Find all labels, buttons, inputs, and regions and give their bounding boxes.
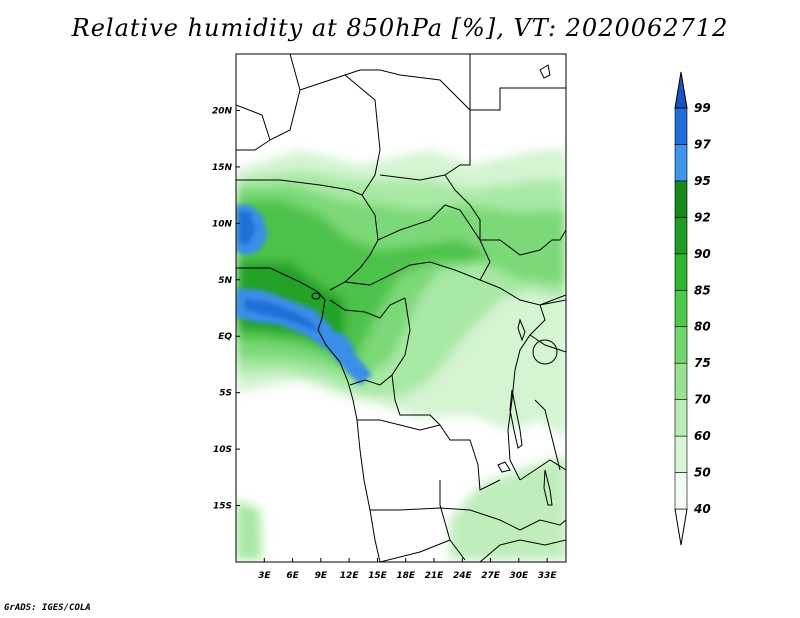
lon-tick-label: 18E — [396, 571, 416, 581]
colorbar-swatch — [674, 144, 688, 182]
colorbar-label: 99 — [694, 101, 711, 115]
colorbar-swatch — [674, 326, 688, 364]
colorbar-label: 75 — [694, 356, 711, 370]
lon-tick-label: 30E — [510, 571, 530, 581]
colorbar-swatch — [674, 217, 688, 255]
colorbar-swatch — [674, 472, 688, 510]
map-frame — [235, 53, 567, 563]
lake-malawi — [543, 469, 553, 506]
colorbar: 40 50 60 70 75 80 85 90 92 95 97 99 — [674, 71, 711, 546]
colorbar-swatch — [674, 435, 688, 473]
lat-tick-label: 10S — [213, 445, 232, 455]
latitude-axis: 20N 15N 10N 5N EQ 5S 10S 15S — [212, 106, 240, 512]
rh-band-95-gabon — [330, 330, 355, 365]
lat-tick-label: 15N — [212, 163, 233, 173]
lon-tick-label: 15E — [368, 571, 388, 581]
colorbar-label: 95 — [694, 174, 711, 188]
colorbar-label: 92 — [694, 210, 711, 224]
lat-tick-label: 20N — [212, 106, 233, 116]
colorbar-swatch — [674, 107, 688, 145]
lon-tick-label: 27E — [481, 571, 501, 581]
colorbar-label: 60 — [694, 429, 711, 443]
lon-tick-label: 33E — [538, 571, 558, 581]
rh-band-97-coast — [245, 298, 322, 332]
lon-tick-label: 24E — [453, 571, 473, 581]
colorbar-label: 90 — [694, 247, 711, 261]
lat-tick-label: 5S — [219, 389, 232, 399]
rh-band-secondary — [450, 455, 566, 560]
colorbar-label: 97 — [694, 137, 711, 151]
colorbar-label: 40 — [693, 502, 711, 516]
colorbar-label: 70 — [694, 393, 711, 407]
lake-albert — [517, 318, 526, 342]
grads-credit: GrADS: IGES/COLA — [4, 603, 91, 613]
map-title: Relative humidity at 850hPa [%], VT: 202… — [71, 14, 729, 42]
lake-victoria — [532, 339, 558, 365]
humidity-field — [236, 54, 566, 562]
lon-tick-label: 6E — [286, 571, 299, 581]
lon-tick-label: 9E — [315, 571, 328, 581]
rh-band-southwest — [236, 500, 262, 560]
colorbar-swatch — [674, 399, 688, 437]
lon-tick-label: 3E — [258, 571, 271, 581]
colorbar-low-triangle — [674, 508, 688, 546]
lake-tanganyika — [509, 389, 523, 449]
lat-tick-label: 15S — [213, 502, 232, 512]
lon-tick-label: 12E — [340, 571, 360, 581]
colorbar-swatch — [674, 362, 688, 400]
longitude-axis: 3E 6E 9E 12E 15E 18E 21E 24E 27E 30E 33E — [258, 558, 557, 581]
country-borders — [236, 54, 566, 562]
lon-tick-label: 21E — [425, 571, 445, 581]
lat-tick-label: 5N — [218, 276, 232, 286]
colorbar-label: 50 — [694, 466, 711, 480]
colorbar-label: 80 — [694, 320, 711, 334]
colorbar-swatch — [674, 253, 688, 291]
rh-band-97-north — [238, 210, 256, 245]
colorbar-label: 85 — [694, 283, 711, 297]
lat-tick-label: EQ — [218, 332, 232, 342]
lat-tick-label: 10N — [212, 219, 233, 229]
colorbar-high-triangle — [674, 71, 688, 109]
colorbar-swatch — [674, 180, 688, 218]
colorbar-swatch — [674, 289, 688, 328]
coastline-west — [236, 267, 381, 562]
